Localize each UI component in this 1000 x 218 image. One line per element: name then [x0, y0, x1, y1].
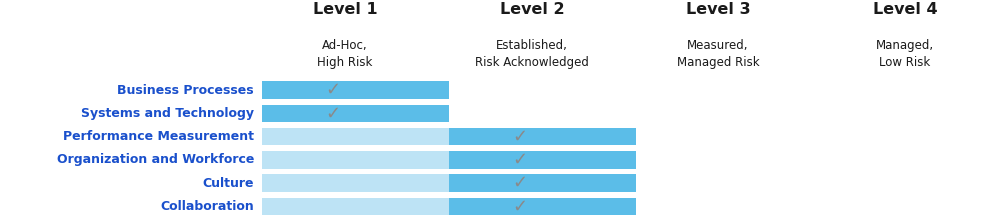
Text: Managed,
Low Risk: Managed, Low Risk: [876, 39, 934, 69]
Text: Ad-Hoc,
High Risk: Ad-Hoc, High Risk: [317, 39, 373, 69]
Text: ✓: ✓: [512, 174, 528, 192]
Text: Level 2: Level 2: [500, 2, 564, 17]
Text: Business Processes: Business Processes: [117, 84, 254, 97]
Bar: [449, 174, 636, 192]
Bar: [262, 81, 449, 99]
Text: ✓: ✓: [512, 197, 528, 215]
Text: Established,
Risk Acknowledged: Established, Risk Acknowledged: [475, 39, 589, 69]
Text: ✓: ✓: [325, 81, 341, 99]
Bar: [262, 105, 449, 122]
Text: ✓: ✓: [325, 104, 341, 122]
Text: Culture: Culture: [202, 177, 254, 190]
Bar: [262, 81, 449, 99]
Text: Performance Measurement: Performance Measurement: [63, 130, 254, 143]
Bar: [262, 174, 636, 192]
Bar: [262, 198, 636, 215]
Bar: [262, 151, 636, 169]
Bar: [262, 128, 636, 145]
Text: Level 1: Level 1: [313, 2, 377, 17]
Bar: [449, 128, 636, 145]
Bar: [262, 105, 449, 122]
Text: Level 3: Level 3: [686, 2, 750, 17]
Text: Collaboration: Collaboration: [160, 200, 254, 213]
Bar: [449, 151, 636, 169]
Text: ✓: ✓: [512, 128, 528, 146]
Text: ✓: ✓: [512, 151, 528, 169]
Text: Systems and Technology: Systems and Technology: [81, 107, 254, 120]
Text: Organization and Workforce: Organization and Workforce: [57, 153, 254, 166]
Bar: [449, 198, 636, 215]
Text: Level 4: Level 4: [873, 2, 937, 17]
Text: Measured,
Managed Risk: Measured, Managed Risk: [677, 39, 759, 69]
